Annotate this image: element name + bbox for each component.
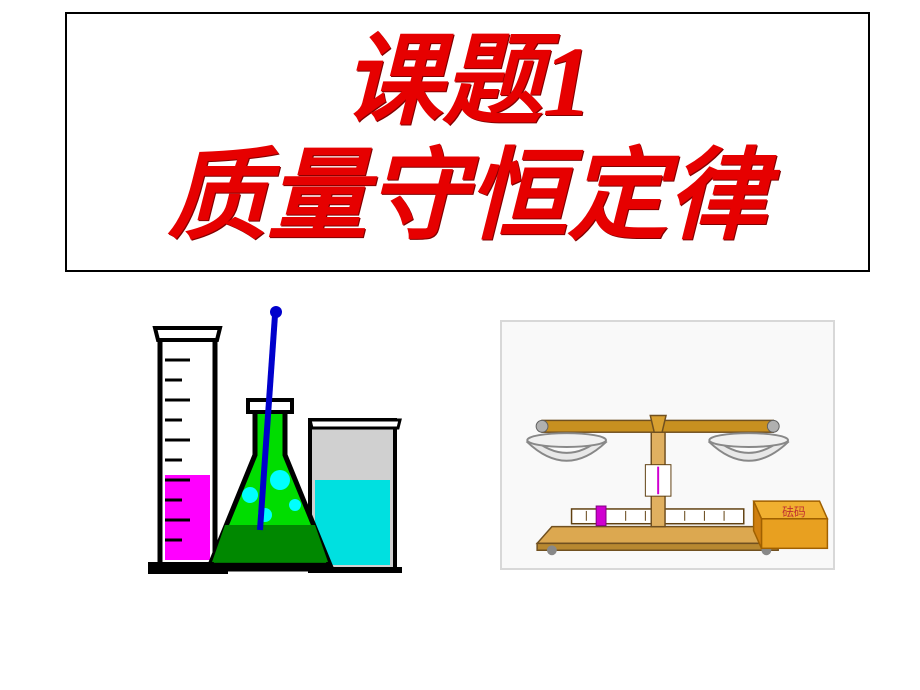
title-line2: 质量守恒定律 xyxy=(168,137,768,257)
balance-illustration: 砝码 xyxy=(500,320,835,570)
balance-base xyxy=(537,527,778,556)
weight-box-label: 砝码 xyxy=(782,505,806,519)
title-line1: 课题1 xyxy=(343,27,593,137)
glassware-illustration xyxy=(120,300,410,600)
title-box: 课题1 质量守恒定律 xyxy=(65,12,870,272)
cylinder-icon xyxy=(148,328,228,574)
weight-box: 砝码 xyxy=(754,501,828,548)
